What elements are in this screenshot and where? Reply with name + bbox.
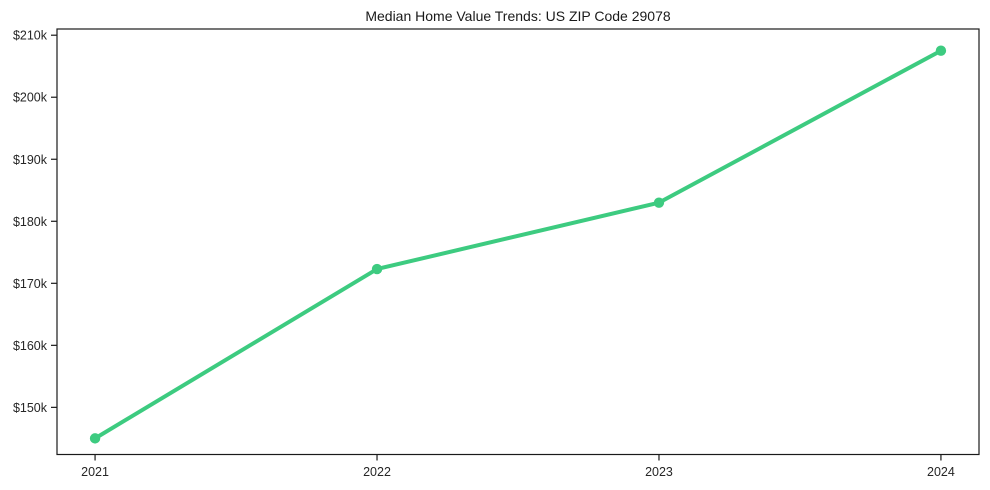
x-axis-tick-label: 2023 [645, 465, 673, 479]
x-axis-tick-label: 2021 [81, 465, 109, 479]
y-axis-tick-label: $180k [13, 215, 48, 229]
y-axis-tick-label: $210k [13, 29, 48, 43]
y-axis-tick-label: $160k [13, 339, 48, 353]
chart-title: Median Home Value Trends: US ZIP Code 29… [365, 8, 671, 24]
data-point-marker [653, 197, 665, 208]
y-axis-tick-label: $200k [13, 91, 48, 105]
plot-border [56, 28, 980, 456]
data-point-marker [89, 433, 101, 444]
y-axis-tick-label: $190k [13, 153, 48, 167]
data-point-marker [935, 45, 947, 56]
trend-line [93, 48, 943, 441]
data-point-marker [371, 263, 383, 275]
x-axis-tick-label: 2022 [363, 465, 391, 479]
y-axis-tick-label: $170k [13, 277, 48, 291]
y-axis-tick-label: $150k [13, 401, 48, 415]
x-axis-tick-label: 2024 [927, 465, 955, 479]
